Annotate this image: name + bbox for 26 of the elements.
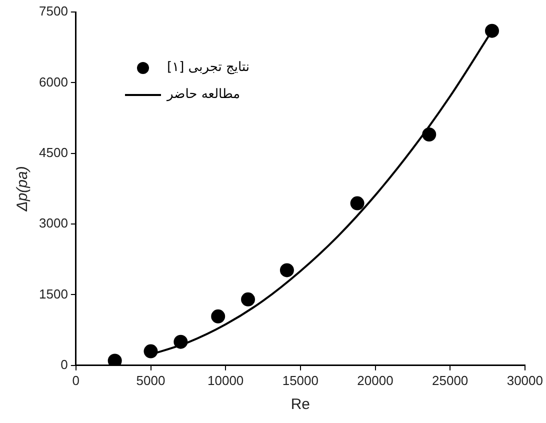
y-tick-label: 6000 (39, 74, 68, 90)
x-tick-label: 15000 (282, 372, 318, 388)
point (211, 309, 226, 324)
y-tick-label: 4500 (39, 144, 68, 160)
point (241, 292, 256, 306)
point (350, 196, 364, 210)
x-tick-label: 10000 (208, 372, 244, 388)
point (280, 263, 294, 278)
legend-label: مطالعه حاضر (167, 87, 240, 102)
y-axis-title: Δp(pa) (14, 166, 32, 212)
x-tick-label: 25000 (432, 372, 468, 388)
y-tick-label: 1500 (39, 286, 68, 302)
x-tick-label: 0 (72, 372, 80, 388)
point (174, 334, 188, 349)
y-tick-label: 3000 (39, 216, 68, 231)
point (422, 128, 436, 142)
point (485, 24, 499, 38)
x-tick-label: 5000 (136, 372, 166, 388)
y-tick-label: 7500 (39, 4, 68, 19)
point (108, 354, 122, 366)
x-tick-label: 20000 (357, 372, 394, 388)
point (144, 344, 158, 358)
x-tick-label: 30000 (506, 372, 544, 388)
x-axis-title: Re (290, 396, 310, 414)
legend-label: نتایج تجربی [۱] (167, 60, 250, 75)
y-tick-label: 0 (60, 356, 68, 372)
